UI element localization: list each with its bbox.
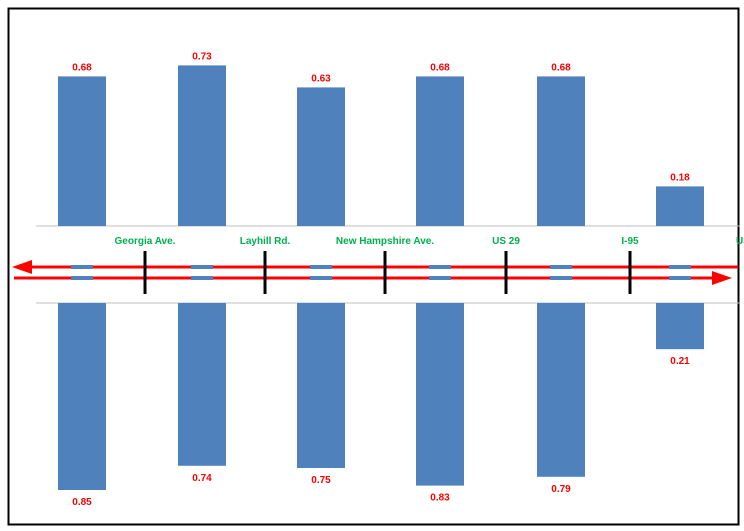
- lower-bar-value-label: 0.21: [670, 356, 690, 367]
- lane-dash: [191, 265, 213, 269]
- upper-bar-value-label: 0.63: [311, 73, 331, 84]
- upper-bar-value-label: 0.68: [430, 62, 450, 73]
- upper-bar: [416, 76, 464, 227]
- road-label: US 1: [736, 236, 744, 247]
- lane-dash: [669, 276, 691, 280]
- lane-dash: [191, 276, 213, 280]
- upper-bar-value-label: 0.68: [551, 62, 571, 73]
- road-label: US 29: [492, 236, 520, 247]
- lane-dash: [550, 265, 572, 269]
- lane-dash: [71, 276, 93, 280]
- lane-dash: [310, 276, 332, 280]
- eastbound-arrowhead: [712, 271, 732, 285]
- lower-bar: [297, 303, 345, 468]
- lower-bar: [178, 303, 226, 466]
- lower-bar-value-label: 0.75: [311, 475, 331, 486]
- upper-bar: [656, 186, 704, 226]
- lane-dash: [429, 276, 451, 280]
- lower-bar-value-label: 0.83: [430, 493, 450, 504]
- lower-bar: [416, 303, 464, 486]
- upper-bar: [537, 76, 585, 227]
- lower-bar-value-label: 0.74: [192, 473, 212, 484]
- lower-bar-value-label: 0.85: [72, 497, 92, 508]
- lane-dash: [669, 265, 691, 269]
- upper-bar-series: 0.68 0.73 0.63 0.68 0.68 0.18: [58, 51, 704, 227]
- upper-bar: [58, 76, 106, 227]
- upper-bar: [297, 87, 345, 227]
- road-label: Layhill Rd.: [240, 236, 291, 247]
- lane-dash: [310, 265, 332, 269]
- upper-bar: [178, 65, 226, 227]
- upper-bar-value-label: 0.18: [670, 172, 690, 183]
- upper-bar-value-label: 0.68: [72, 62, 92, 73]
- lower-bar-value-label: 0.79: [551, 484, 571, 495]
- road-diagram: [12, 251, 738, 294]
- lower-bar-series: 0.85 0.74 0.75 0.83 0.79 0.21: [58, 303, 704, 508]
- road-labels: Georgia Ave. Layhill Rd. New Hampshire Ave…: [115, 236, 744, 247]
- lane-dash: [429, 265, 451, 269]
- lane-dash: [550, 276, 572, 280]
- road-label: I-95: [621, 236, 639, 247]
- upper-bar-value-label: 0.73: [192, 51, 212, 62]
- lane-dash: [71, 265, 93, 269]
- lower-bar: [58, 303, 106, 490]
- lower-bar: [656, 303, 704, 350]
- westbound-arrowhead: [12, 260, 32, 274]
- road-label: Georgia Ave.: [115, 236, 176, 247]
- lower-bar: [537, 303, 585, 477]
- road-label: New Hampshire Ave.: [336, 236, 434, 247]
